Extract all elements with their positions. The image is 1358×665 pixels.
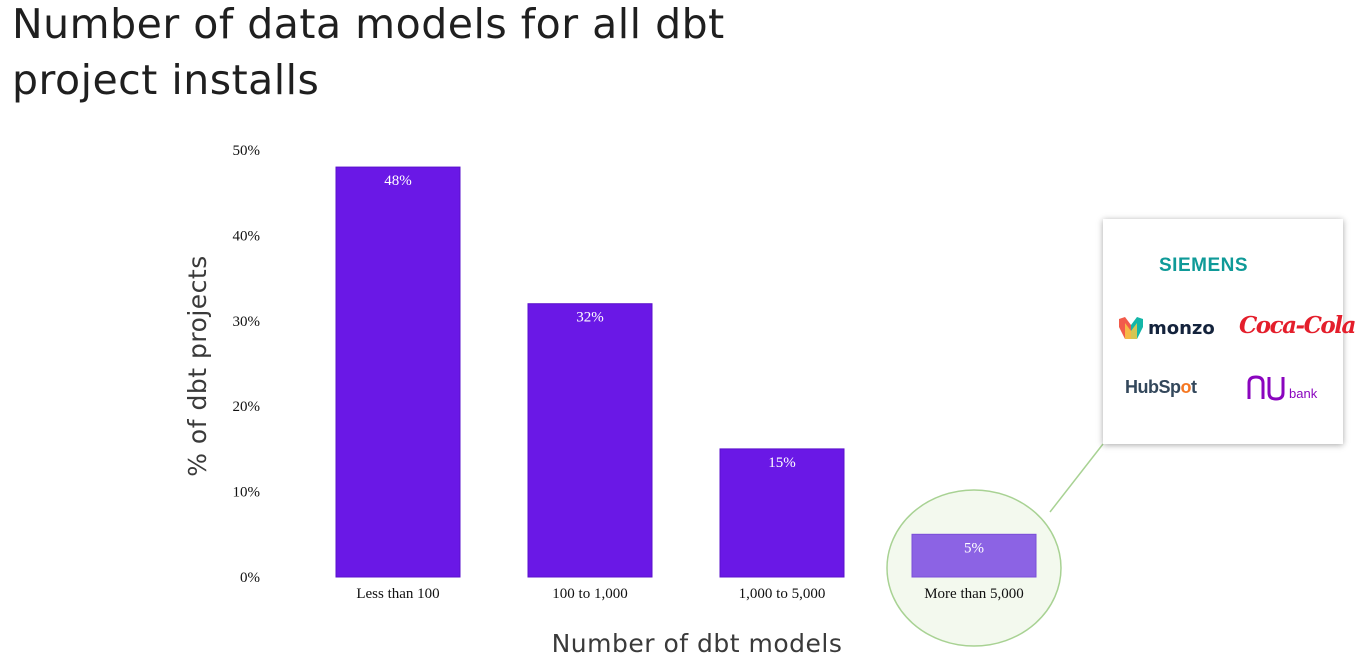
- hubspot-sprocket-icon: o: [1180, 377, 1192, 397]
- monzo-mark-icon: [1119, 317, 1143, 339]
- hubspot-logo: HubSpot: [1125, 377, 1197, 398]
- nubank-nu-icon: [1247, 375, 1285, 401]
- bar: [719, 448, 845, 578]
- bar-data-label: 5%: [964, 540, 984, 556]
- y-axis-title: % of dbt projects: [183, 255, 212, 477]
- hubspot-wordmark-suffix: t: [1191, 377, 1197, 397]
- x-category-label: 1,000 to 5,000: [739, 586, 826, 602]
- chart-title: Number of data models for all dbt projec…: [12, 0, 725, 104]
- bar: [335, 166, 461, 578]
- hubspot-wordmark-prefix: HubSp: [1125, 377, 1181, 397]
- callout-connector-line: [1049, 443, 1104, 513]
- coca-cola-logo: Coca-Cola: [1239, 312, 1356, 339]
- x-category-label: 100 to 1,000: [552, 586, 627, 602]
- bar: [911, 533, 1037, 578]
- bar-data-label: 48%: [384, 173, 412, 189]
- x-category-label: More than 5,000: [924, 586, 1024, 602]
- x-category-label: Less than 100: [356, 586, 439, 602]
- nubank-logo: bank: [1247, 375, 1317, 401]
- y-tick-label: 50%: [233, 143, 261, 159]
- monzo-wordmark: monzo: [1148, 317, 1215, 339]
- logo-callout-card: SIEMENS monzo Coca-Cola HubSpot bank: [1103, 219, 1356, 444]
- y-tick-label: 10%: [233, 485, 261, 501]
- siemens-logo: SIEMENS: [1159, 255, 1249, 276]
- y-tick-label: 30%: [233, 314, 261, 330]
- nubank-wordmark: bank: [1289, 386, 1318, 401]
- bar: [527, 303, 653, 578]
- bar-data-label: 15%: [768, 455, 796, 471]
- y-tick-label: 40%: [233, 228, 261, 244]
- y-tick-label: 0%: [240, 570, 260, 586]
- monzo-logo: monzo: [1119, 317, 1215, 339]
- y-tick-label: 20%: [233, 399, 261, 415]
- x-axis-title: Number of dbt models: [552, 629, 843, 658]
- bar-data-label: 32%: [576, 310, 604, 326]
